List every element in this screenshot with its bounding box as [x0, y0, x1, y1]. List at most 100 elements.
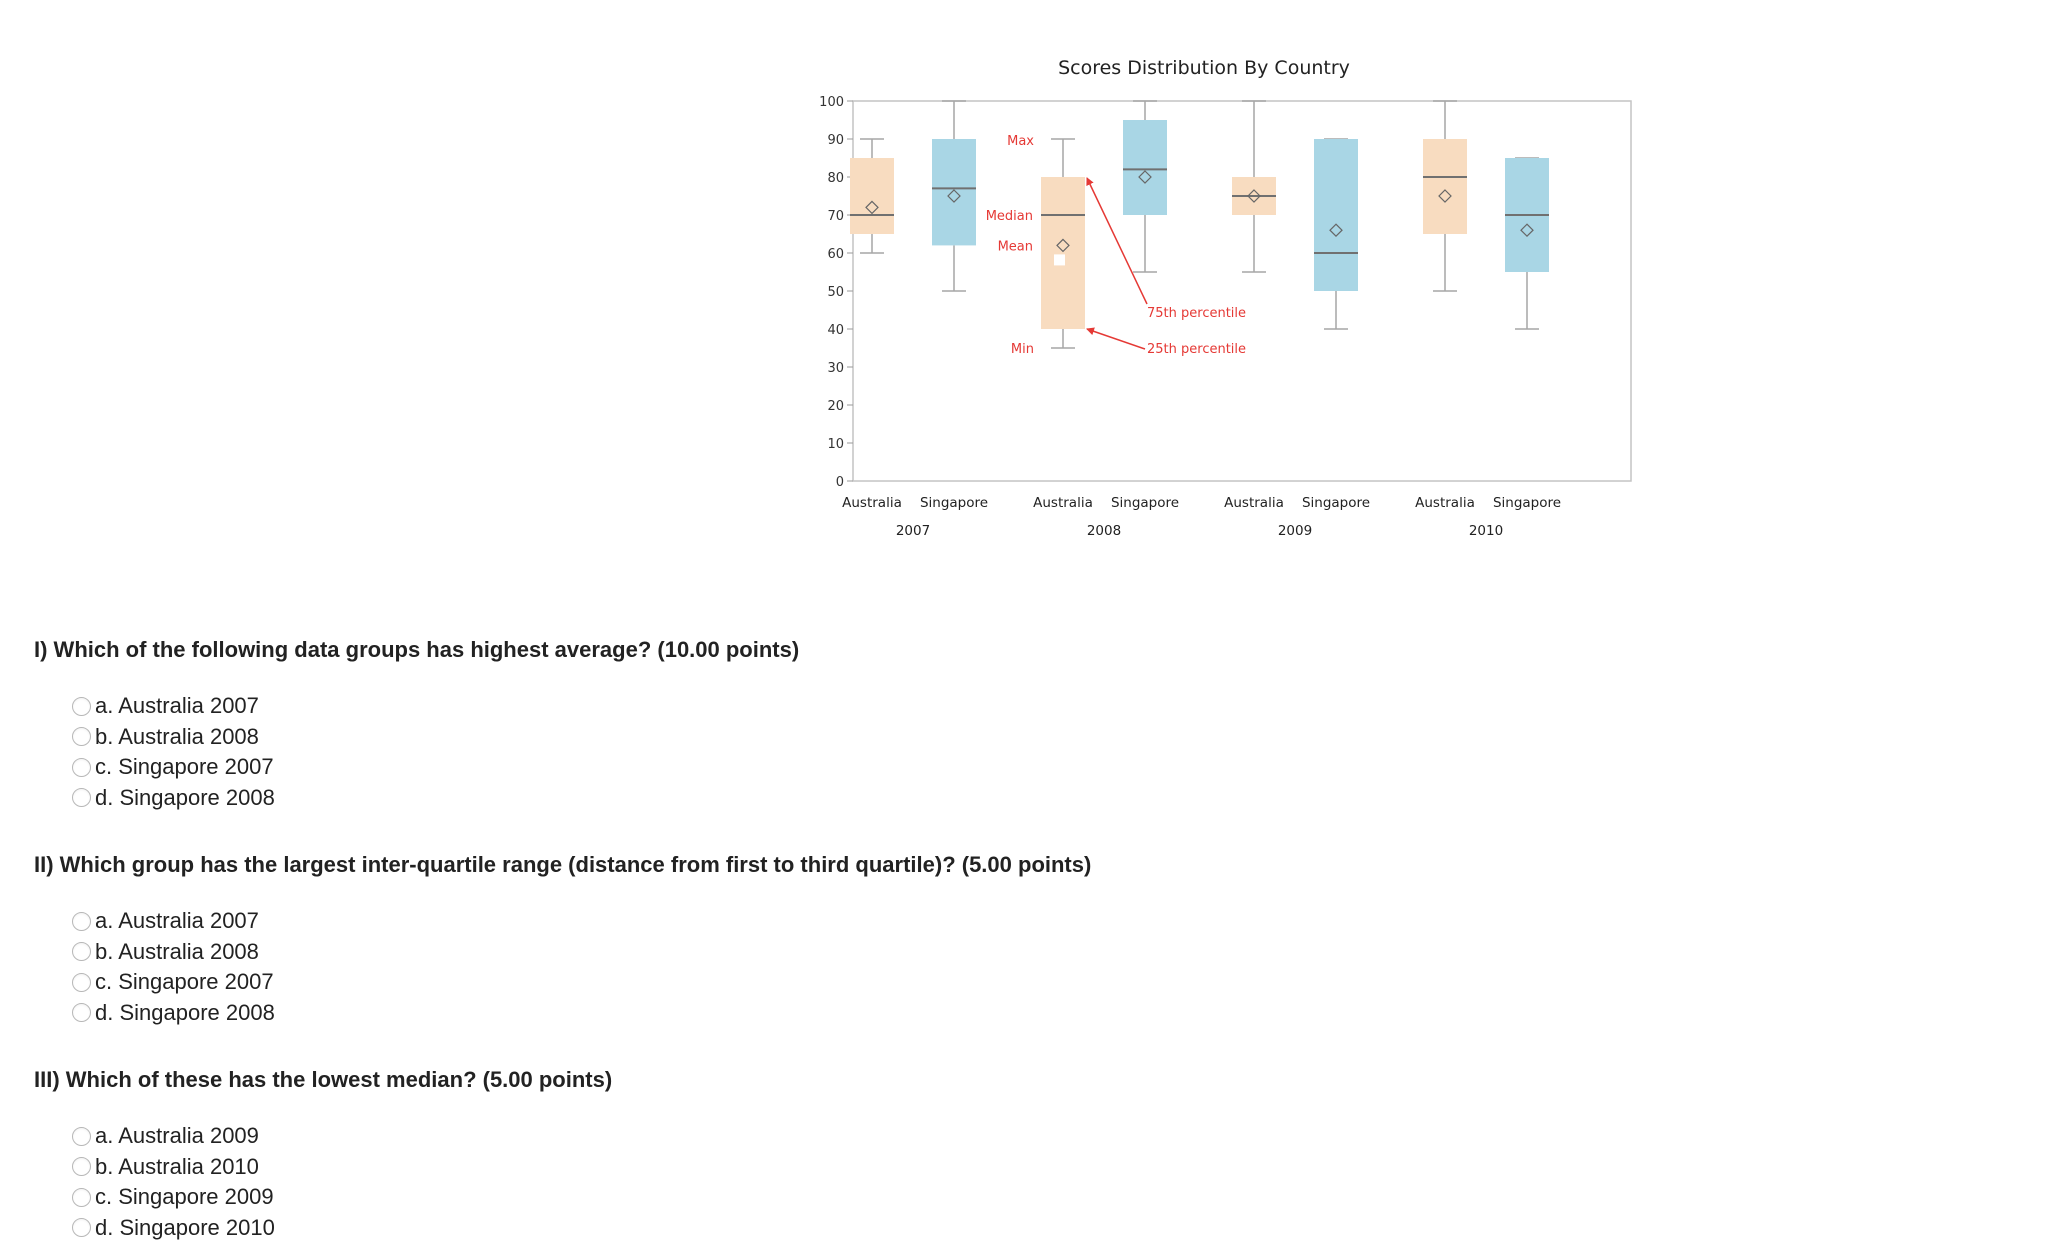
arrow-p75 — [1086, 177, 1148, 305]
radio-button[interactable] — [72, 1126, 91, 1146]
boxes — [850, 100, 1549, 349]
answer-options: a. Australia 2009 b. Australia 2010 c. S… — [72, 1121, 612, 1243]
x-category-label: Australia — [842, 495, 902, 511]
annotation-mean-swatch — [1054, 254, 1065, 266]
question-title: I) Which of the following data groups ha… — [34, 637, 800, 662]
option-b[interactable]: b. Australia 2008 — [72, 722, 799, 753]
mean-marker — [865, 200, 879, 215]
x-category-label: Singapore — [1493, 495, 1561, 511]
y-tick-label: 90 — [827, 133, 844, 148]
iqr-box — [1041, 177, 1085, 329]
option-d[interactable]: d. Singapore 2008 — [72, 783, 799, 814]
option-b[interactable]: b. Australia 2010 — [72, 1152, 612, 1183]
radio-button[interactable] — [72, 696, 91, 716]
option-a[interactable]: a. Australia 2007 — [72, 691, 799, 722]
y-tick-label: 40 — [827, 323, 844, 338]
x-axis-labels: Australia Singapore Australia Singapore Aust… — [842, 495, 1561, 539]
option-c[interactable]: c. Singapore 2007 — [72, 967, 1091, 998]
option-a[interactable]: a. Australia 2007 — [72, 906, 1091, 937]
radio-button[interactable] — [72, 727, 91, 747]
box-singapore-2009 — [1314, 138, 1358, 330]
option-d[interactable]: d. Singapore 2008 — [72, 998, 1091, 1029]
question-title: III) Which of these has the lowest media… — [34, 1067, 613, 1092]
box-australia-2010 — [1423, 100, 1467, 292]
y-tick-label: 0 — [836, 475, 844, 490]
mean-marker — [1056, 238, 1070, 253]
iqr-box — [1123, 120, 1167, 215]
x-category-label: Singapore — [1302, 495, 1370, 511]
y-tick-label: 60 — [827, 247, 844, 262]
radio-button[interactable] — [72, 788, 91, 808]
option-label: d. Singapore 2010 — [95, 1214, 275, 1240]
option-c[interactable]: c. Singapore 2007 — [72, 752, 799, 783]
radio-button[interactable] — [72, 1157, 91, 1177]
mean-marker — [1329, 223, 1343, 238]
radio-button[interactable] — [72, 1218, 91, 1238]
option-label: b. Australia 2008 — [95, 938, 259, 964]
radio-button[interactable] — [72, 972, 91, 992]
box-singapore-2010 — [1505, 157, 1549, 330]
annotation-median: Median — [986, 209, 1033, 224]
option-label: b. Australia 2008 — [95, 723, 259, 749]
iqr-box — [850, 158, 894, 234]
x-group-label: 2009 — [1278, 523, 1312, 539]
question-title: II) Which group has the largest inter-qu… — [34, 852, 1092, 877]
option-b[interactable]: b. Australia 2008 — [72, 937, 1091, 968]
option-d[interactable]: d. Singapore 2010 — [72, 1213, 612, 1244]
question-3: III) Which of these has the lowest media… — [34, 1067, 612, 1243]
option-label: d. Singapore 2008 — [95, 784, 275, 810]
x-category-label: Australia — [1224, 495, 1284, 511]
radio-button[interactable] — [72, 757, 91, 777]
radio-button[interactable] — [72, 942, 91, 962]
option-a[interactable]: a. Australia 2009 — [72, 1121, 612, 1152]
y-tick-label: 70 — [827, 209, 844, 224]
option-label: a. Australia 2009 — [95, 1123, 259, 1149]
x-group-label: 2007 — [896, 523, 930, 539]
x-category-label: Australia — [1415, 495, 1475, 511]
radio-button[interactable] — [72, 1187, 91, 1207]
y-tick-label: 20 — [827, 399, 844, 414]
x-category-label: Australia — [1033, 495, 1093, 511]
x-group-label: 2010 — [1469, 523, 1503, 539]
question-2: II) Which group has the largest inter-qu… — [34, 852, 1091, 1028]
option-label: c. Singapore 2009 — [95, 1184, 274, 1210]
iqr-box — [932, 139, 976, 246]
option-label: c. Singapore 2007 — [95, 754, 274, 780]
y-tick-label: 80 — [827, 171, 844, 186]
question-1: I) Which of the following data groups ha… — [34, 637, 799, 813]
y-tick-label: 10 — [827, 437, 844, 452]
mean-marker — [947, 189, 961, 203]
mean-marker — [1247, 189, 1261, 203]
annotation-max: Max — [1007, 134, 1034, 149]
chart-title: Scores Distribution By Country — [1058, 57, 1350, 79]
radio-button[interactable] — [72, 911, 91, 931]
y-tick-label: 100 — [819, 95, 844, 110]
radio-button[interactable] — [72, 1003, 91, 1023]
annotation-p25: 25th percentile — [1147, 342, 1246, 357]
option-label: d. Singapore 2008 — [95, 999, 275, 1025]
option-label: a. Australia 2007 — [95, 908, 259, 934]
iqr-box — [1423, 139, 1467, 234]
annotations: Max Median Mean Min 75th percentile 25th perc… — [986, 134, 1246, 357]
option-label: c. Singapore 2007 — [95, 969, 274, 995]
answer-options: a. Australia 2007 b. Australia 2008 c. S… — [72, 691, 799, 813]
arrow-p25 — [1086, 327, 1146, 350]
option-label: b. Australia 2010 — [95, 1153, 259, 1179]
x-group-label: 2008 — [1087, 523, 1121, 539]
iqr-box — [1314, 139, 1358, 291]
box-australia-2007 — [850, 138, 894, 254]
y-tick-label: 50 — [827, 285, 844, 300]
annotation-min: Min — [1011, 342, 1034, 357]
boxplot-chart: Scores Distribution By Country 0 10 20 30 40… — [819, 57, 1632, 539]
mean-marker — [1520, 223, 1534, 238]
answer-options: a. Australia 2007 b. Australia 2008 c. S… — [72, 906, 1091, 1028]
box-australia-2009 — [1232, 100, 1276, 273]
y-axis: 0 10 20 30 40 50 60 70 80 90 100 — [819, 95, 853, 490]
plot-area — [852, 100, 1632, 482]
box-singapore-2007 — [932, 100, 976, 292]
mean-marker — [1438, 189, 1452, 203]
x-category-label: Singapore — [1111, 495, 1179, 511]
annotation-p75: 75th percentile — [1147, 306, 1246, 321]
option-c[interactable]: c. Singapore 2009 — [72, 1182, 612, 1213]
box-australia-2008 — [1041, 138, 1085, 349]
